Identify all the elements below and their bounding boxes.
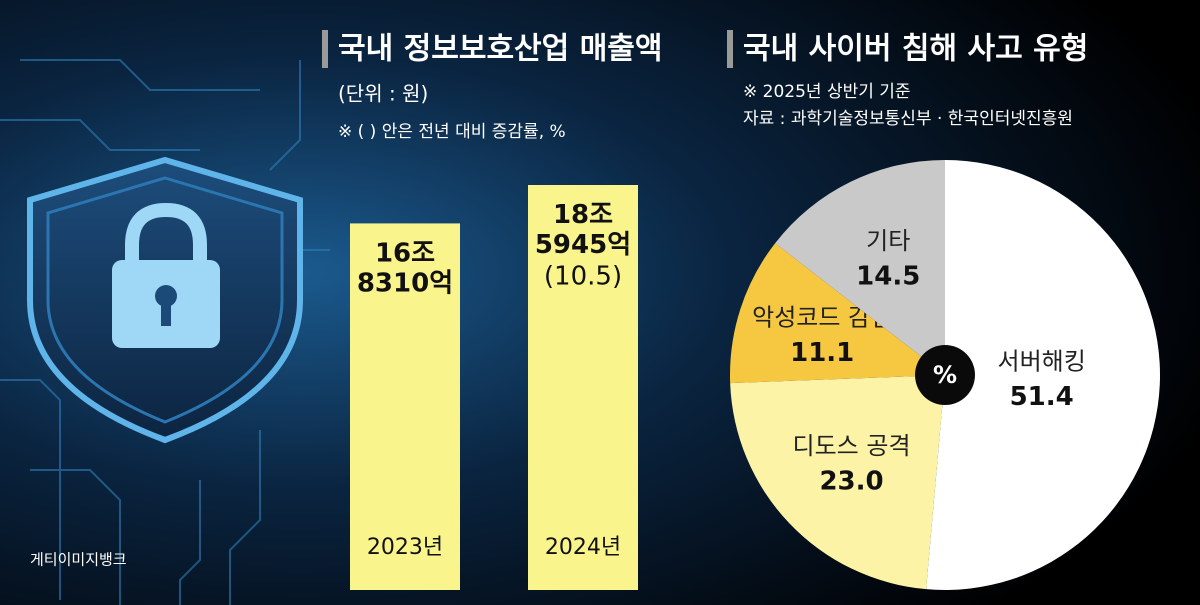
growth-label: (10.5) [544,262,622,292]
value-label: 16조 8310억 [357,238,453,298]
value-label: 11.1 [790,338,854,368]
note: ※ 2025년 상반기 기준 [743,82,911,102]
bar [528,185,638,590]
title-marker [727,30,733,68]
chart-title: 국내 정보보호산업 매출액 [338,32,663,67]
pie-slice [730,375,945,590]
slice-label: 디도스 공격 [793,432,911,460]
credit: 게티이미지뱅크 [30,551,127,569]
chart-title: 국내 사이버 침해 사고 유형 [743,32,1088,67]
note: ※ ( ) 안은 전년 대비 증감률, % [338,122,566,142]
center-label: % [933,361,957,389]
subtitle: (단위 : 원) [338,82,428,106]
x-tick-label: 2024년 [545,535,621,560]
shield-inner [46,176,284,424]
pie-slice [926,160,1161,590]
value-label: 51.4 [1010,382,1074,412]
value-label: 23.0 [819,466,883,496]
keyhole [161,300,171,326]
keyhole [155,285,177,307]
center-hole [915,345,975,405]
x-tick-label: 2023년 [367,535,443,560]
title-marker [322,30,328,68]
value-label: 14.5 [856,262,920,292]
bar [350,223,460,590]
pie-slice [775,160,945,375]
source: 자료 : 과학기술정보통신부 · 한국인터넷진흥원 [743,109,1073,129]
value-label: 18조 5945억 [535,200,631,260]
slice-label: 서버해킹 [997,347,1085,375]
pie-slice [730,243,945,384]
slice-label: 기타 [866,227,910,255]
lock-shackle [125,202,207,262]
